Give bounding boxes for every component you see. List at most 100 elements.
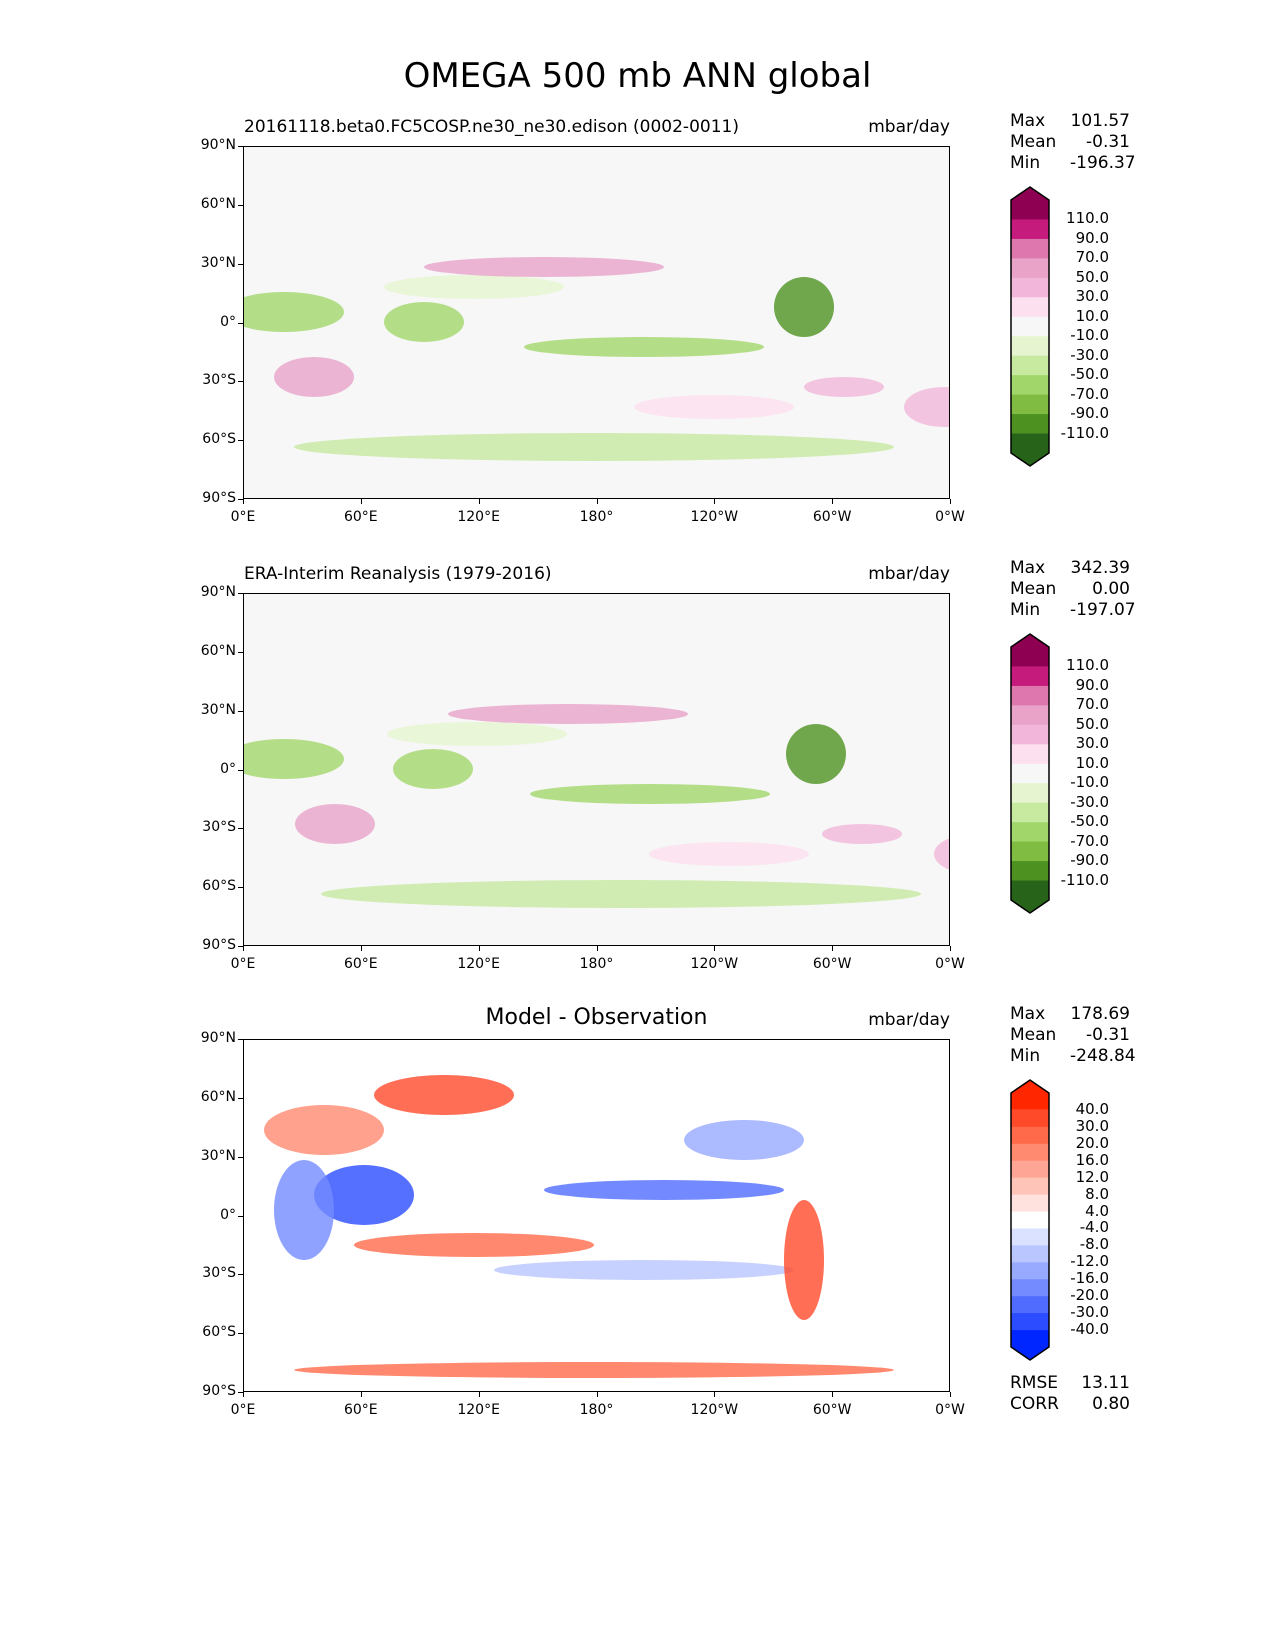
y-tick-label: 90°N [200,1030,236,1046]
stat-max: Max 178.69 [1010,1004,1130,1025]
panel-title: ERA-Interim Reanalysis (1979-2016) [244,564,552,584]
y-tick-label: 90°S [202,1383,236,1399]
y-tick-mark [238,381,243,383]
field-contour [393,749,473,789]
colorbar-band [1011,822,1049,843]
colorbar-label: -70.0 [1070,384,1109,403]
stat-value: -0.31 [1086,1025,1130,1045]
stat-value: 0.00 [1092,579,1130,599]
stat-key: Mean [1010,132,1057,152]
colorbar-band [1011,1330,1049,1360]
y-tick-label: 60°N [200,1088,236,1105]
units-label: mbar/day [868,1010,950,1030]
x-tick-label: 0°E [230,509,256,525]
map-panel [243,146,950,499]
colorbar [1010,633,1050,914]
field-contour [384,302,464,342]
colorbar-label: 30.0 [1075,287,1109,306]
x-tick-label: 180° [579,509,614,525]
x-tick-mark [596,499,598,504]
x-tick-mark [950,946,951,951]
field-contour [274,1160,334,1260]
y-tick-mark [238,322,243,324]
colorbar-band [1011,1160,1049,1179]
y-tick-label: 30°N [200,701,236,718]
colorbar-band [1011,433,1049,466]
x-tick-mark [950,1392,951,1397]
colorbar [1010,1079,1050,1361]
field-contour [786,724,846,784]
colorbar-label: -10.0 [1070,773,1109,792]
colorbar-band [1011,297,1049,318]
y-tick-mark [238,146,243,147]
x-tick-label: 120°W [690,1402,739,1418]
stats-block: Max 342.39 Mean 0.00 Min -197.07 [1010,558,1136,621]
map-field [244,257,949,461]
y-tick-mark [238,1039,243,1040]
colorbar-band [1011,1279,1049,1297]
colorbar-band [1011,355,1049,376]
x-tick-label: 0°W [935,956,965,972]
colorbar-label: -70.0 [1070,831,1109,850]
x-tick-mark [714,499,716,504]
x-tick-mark [243,946,244,951]
stats-block: Max 101.57 Mean -0.31 Min -196.37 [1010,111,1136,174]
colorbar-outline [1010,633,1050,914]
panel-title: 20161118.beta0.FC5COSP.ne30_ne30.edison … [244,117,739,137]
colorbar-band [1011,861,1049,882]
field-contour [354,1233,594,1257]
stat-key: Max [1010,111,1046,131]
metric-value: 13.11 [1081,1373,1130,1393]
x-tick-label: 0°E [230,956,256,972]
y-tick-mark [238,887,243,889]
x-tick-mark [243,1392,244,1397]
x-tick-label: 60°E [343,1402,378,1418]
stat-mean: Mean -0.31 [1010,132,1130,153]
stat-key: Max [1010,1004,1046,1024]
field-contour [387,722,567,746]
stats-block: Max 178.69 Mean -0.31 Min -248.84 [1010,1004,1136,1067]
x-tick-label: 120°W [690,509,739,525]
field-contour [634,395,794,419]
y-tick-label: 30°S [202,819,236,836]
colorbar-band [1011,783,1049,804]
x-tick-label: 0°E [230,1402,256,1418]
y-tick-label: 90°N [200,584,236,600]
x-tick-mark [360,499,362,504]
field-contour [804,377,884,397]
colorbar-band [1011,1080,1049,1110]
stat-value: -196.37 [1070,153,1136,173]
field-contour [649,842,809,866]
colorbar-label: -90.0 [1070,851,1109,870]
figure-title: OMEGA 500 mb ANN global [403,56,872,96]
colorbar-band [1011,316,1049,337]
y-tick-label: 60°S [202,1324,236,1341]
colorbar-label: 4.0 [1085,1201,1109,1220]
colorbar-label: 10.0 [1075,306,1109,325]
stat-min: Min -197.07 [1010,600,1136,621]
field-contour [295,804,375,844]
colorbar-band [1011,634,1049,667]
y-tick-mark [238,710,243,712]
x-tick-label: 60°W [812,509,852,525]
y-tick-mark [238,263,243,265]
y-tick-label: 0° [220,760,236,777]
y-tick-mark [238,593,243,594]
field-contour [544,1180,784,1200]
field-contour [274,357,354,397]
map-panel [243,593,950,946]
map-field [264,1075,894,1378]
y-tick-mark [238,499,243,500]
stat-mean: Mean 0.00 [1010,579,1130,600]
y-tick-label: 60°N [200,642,236,659]
colorbar-band [1011,1194,1049,1213]
x-tick-mark [478,499,480,504]
x-tick-label: 60°E [343,956,378,972]
y-tick-label: 30°S [202,372,236,389]
colorbar-outline [1010,1079,1050,1361]
x-tick-mark [360,946,362,951]
y-tick-mark [238,1274,243,1276]
colorbar-label: -12.0 [1070,1252,1109,1271]
colorbar-label: 20.0 [1075,1133,1109,1152]
field-contour [524,337,764,357]
